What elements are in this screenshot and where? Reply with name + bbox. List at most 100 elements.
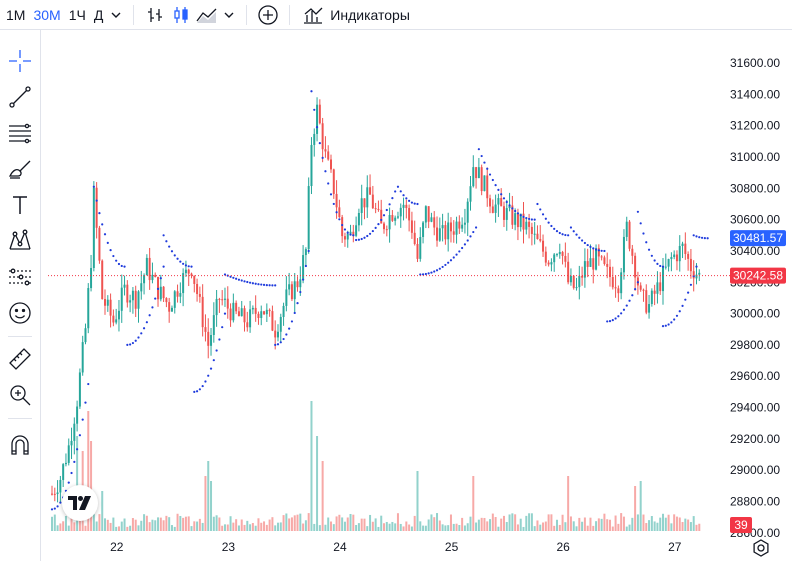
sar-dot xyxy=(327,182,330,185)
candle-body xyxy=(452,231,455,235)
ruler-tool[interactable] xyxy=(5,344,35,374)
candle-body xyxy=(293,281,296,300)
price-tick-label: 31400.00 xyxy=(730,87,780,101)
volume-bar xyxy=(489,519,492,531)
candle-body xyxy=(399,207,402,217)
candles-chart-type-icon[interactable] xyxy=(168,2,194,28)
volume-bar xyxy=(634,486,637,531)
volume-bar xyxy=(67,525,70,531)
tradingview-logo[interactable] xyxy=(62,485,98,521)
prediction-tool[interactable] xyxy=(5,262,35,292)
sar-dot xyxy=(140,332,143,335)
sar-dot xyxy=(78,434,81,437)
add-compare-plus-icon[interactable] xyxy=(255,2,281,28)
volume-bar xyxy=(555,519,558,531)
volume-bar xyxy=(567,476,570,531)
candle-body xyxy=(78,372,81,407)
volume-bar xyxy=(436,513,439,531)
volume-bar xyxy=(243,524,246,531)
magnet-tool[interactable] xyxy=(5,430,35,460)
candle-body xyxy=(73,423,76,441)
candle-body xyxy=(416,243,419,259)
volume-bar xyxy=(223,524,226,531)
candle-body xyxy=(145,257,148,276)
volume-bar xyxy=(226,524,229,531)
horizontal-lines-tool[interactable] xyxy=(5,118,35,148)
timeframe-1h[interactable]: 1Ч xyxy=(68,6,86,23)
pattern-tool[interactable] xyxy=(5,226,35,256)
timeframe-30m[interactable]: 30М xyxy=(33,6,61,23)
sar-dot xyxy=(628,299,631,302)
candle-body xyxy=(106,299,109,306)
chart-settings-gear-icon[interactable] xyxy=(751,538,771,558)
candle-body xyxy=(374,208,377,210)
volume-bar xyxy=(271,517,274,531)
volume-bar xyxy=(620,513,623,531)
volume-bar xyxy=(179,515,182,531)
volume-bar xyxy=(430,514,433,531)
volume-bar xyxy=(553,525,556,531)
candles-layer xyxy=(51,97,701,504)
bars-chart-type-icon[interactable] xyxy=(142,2,168,28)
sar-dot xyxy=(366,234,369,238)
trend-line-tool[interactable] xyxy=(5,82,35,112)
volume-bar xyxy=(285,513,288,531)
sar-dot xyxy=(296,302,299,305)
candle-body xyxy=(321,123,324,150)
candle-body xyxy=(586,261,589,267)
volume-bar xyxy=(112,517,115,531)
sar-dot xyxy=(360,237,363,241)
crosshair-icon xyxy=(9,50,31,72)
indicators-button[interactable]: Индикаторы xyxy=(298,5,414,25)
sar-dot xyxy=(271,284,274,287)
volume-bar xyxy=(653,521,656,531)
chart-canvas[interactable]: 31600.00 31400.00 31200.00 31000.00 30800.00… xyxy=(48,38,792,561)
candle-body xyxy=(226,298,229,309)
volume-bar xyxy=(408,524,411,531)
volume-bar xyxy=(366,526,369,531)
brush-tool[interactable] xyxy=(5,154,35,184)
volume-bar xyxy=(698,523,701,531)
sar-dot xyxy=(254,282,257,285)
volume-bar xyxy=(396,513,399,531)
sar-dot xyxy=(689,283,693,286)
timeframe-dropdown-chevron-icon[interactable] xyxy=(107,2,125,28)
candle-body xyxy=(120,287,123,311)
crosshair-tool[interactable] xyxy=(5,46,35,76)
sar-dot xyxy=(661,265,665,268)
time-axis[interactable]: 22 23 24 25 26 27 xyxy=(110,540,682,554)
candle-body xyxy=(249,309,252,328)
volume-bar xyxy=(603,513,606,531)
timeframe-1d[interactable]: Д xyxy=(93,6,104,23)
candle-body xyxy=(151,274,154,281)
zoom-in-tool[interactable] xyxy=(5,380,35,410)
price-chart[interactable]: 31600.00 31400.00 31200.00 31000.00 30800.00… xyxy=(48,38,792,561)
price-axis[interactable]: 31600.00 31400.00 31200.00 31000.00 30800.00… xyxy=(730,56,780,540)
area-chart-type-icon[interactable] xyxy=(194,2,220,28)
sar-dot xyxy=(449,259,453,262)
sar-dot xyxy=(569,226,573,229)
sar-dot xyxy=(461,246,464,250)
sar-dot xyxy=(276,343,280,346)
sar-dot xyxy=(567,234,570,237)
volume-bar xyxy=(159,517,162,531)
volume-bar xyxy=(416,471,419,531)
emoji-tool[interactable] xyxy=(5,298,35,328)
candle-body xyxy=(237,311,240,317)
volume-bar xyxy=(424,525,427,531)
volume-bar xyxy=(622,516,625,531)
volume-bar xyxy=(104,518,107,531)
timeframe-1m[interactable]: 1М xyxy=(6,6,26,23)
candle-body xyxy=(360,198,363,214)
volume-bar xyxy=(642,514,645,531)
volume-bar xyxy=(455,523,458,531)
candle-body xyxy=(62,464,65,480)
volume-bar xyxy=(410,526,413,531)
text-tool[interactable] xyxy=(5,190,35,220)
candle-body xyxy=(257,313,260,318)
sar-dot xyxy=(555,230,559,233)
candle-body xyxy=(243,308,246,323)
sar-value-badge-bg xyxy=(730,230,786,247)
chart-type-dropdown-chevron-icon[interactable] xyxy=(220,2,238,28)
